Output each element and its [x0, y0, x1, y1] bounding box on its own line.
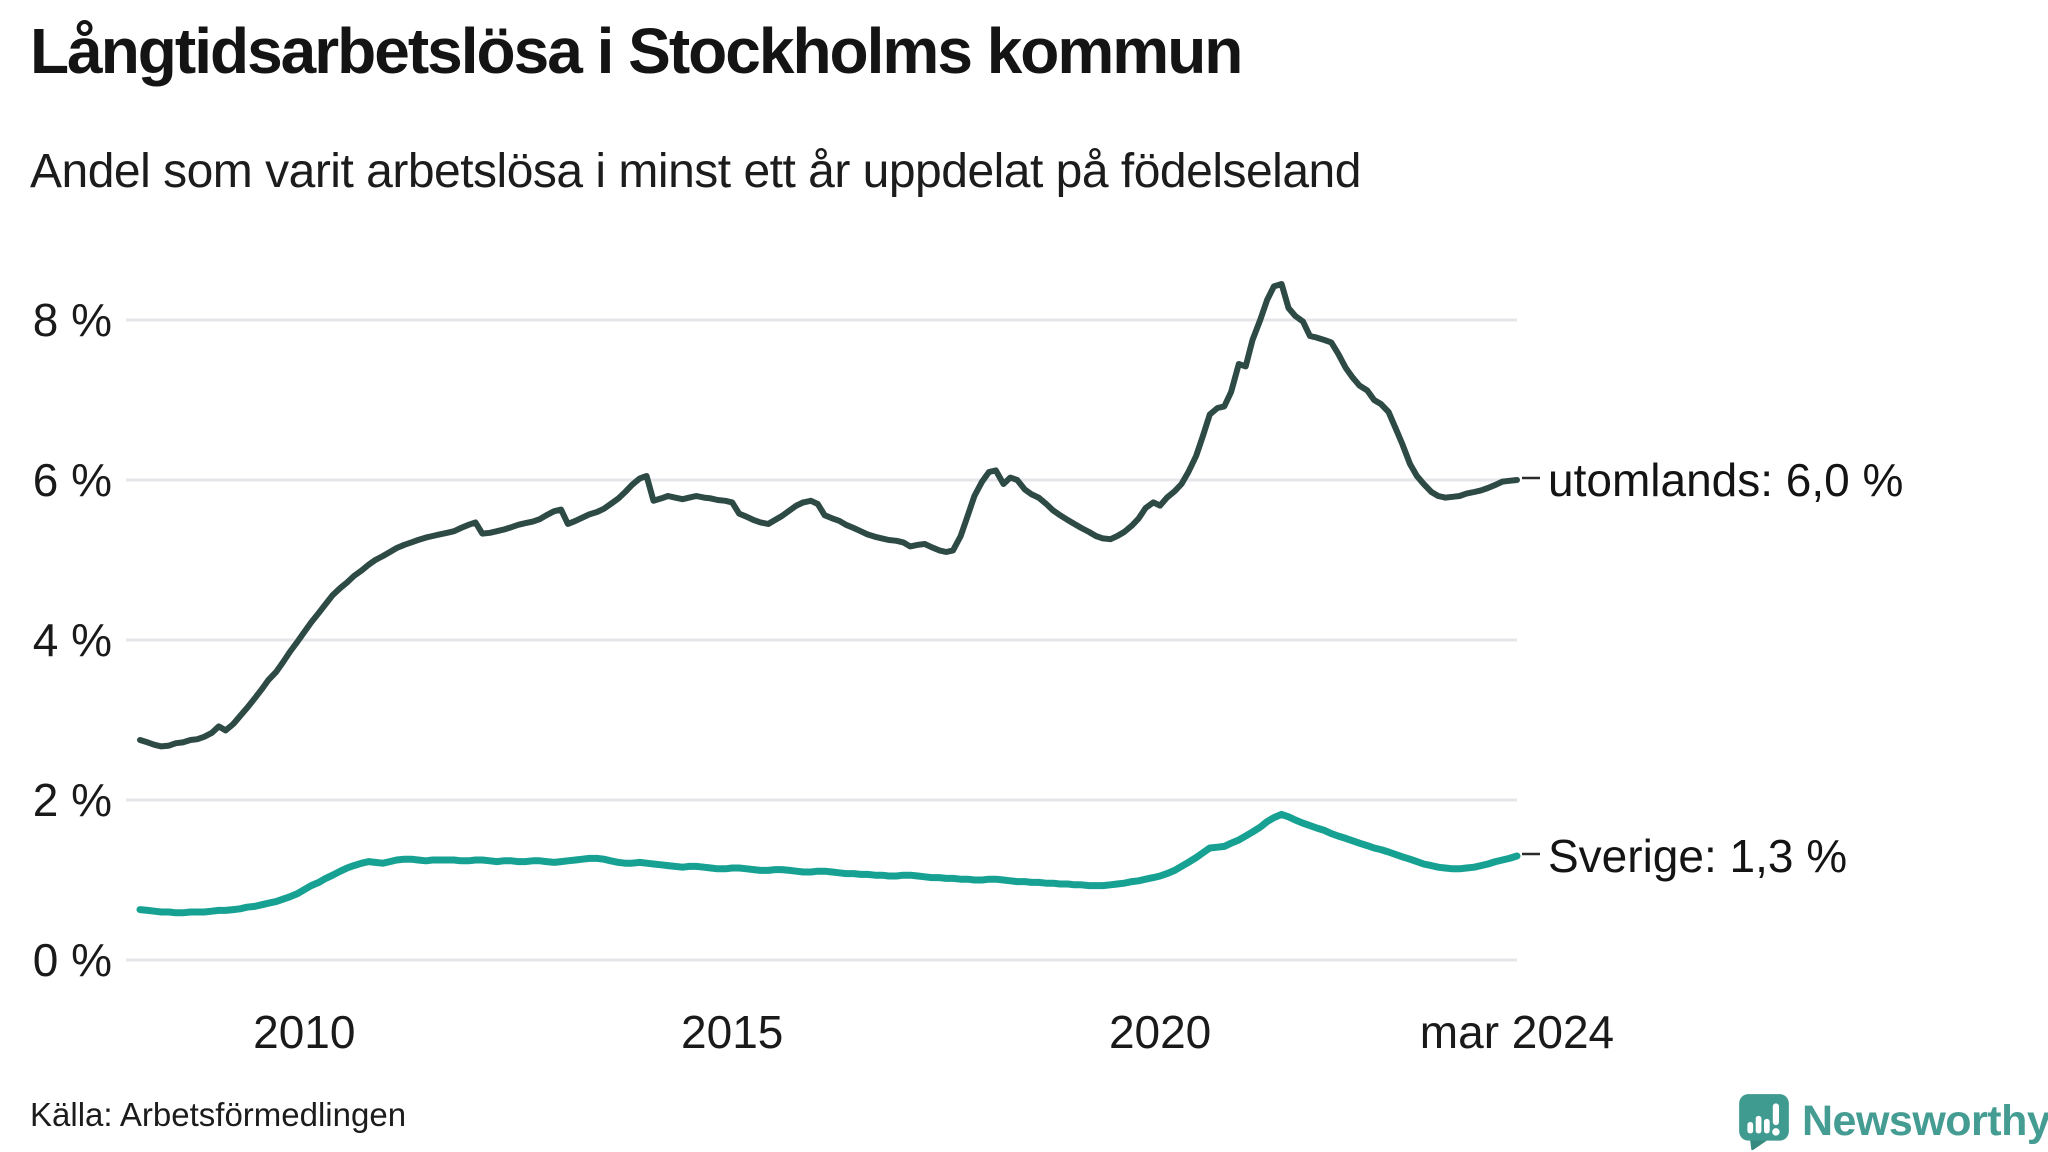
page-subtitle: Andel som varit arbetslösa i minst ett å…: [30, 145, 1361, 198]
page-title: Långtidsarbetslösa i Stockholms kommun: [30, 15, 1243, 87]
y-tick-label: 6 %: [32, 454, 112, 506]
newsworthy-wordmark: Newsworthy: [1802, 1096, 2048, 1145]
speech-bubble-bar-chart-icon: [1739, 1094, 1789, 1150]
newsworthy-logo[interactable]: Newsworthy: [1736, 1092, 2048, 1150]
x-tick-label: 2020: [1108, 1006, 1212, 1058]
source-note: Källa: Arbetsförmedlingen: [30, 1096, 407, 1133]
y-tick-label: 4 %: [32, 614, 112, 666]
series-line-Sverige: [136, 810, 1521, 917]
x-tick-label: 2010: [253, 1006, 356, 1058]
y-tick-label: 2 %: [32, 774, 112, 826]
y-tick-label: 8 %: [32, 294, 112, 346]
x-tick-label: 2015: [681, 1006, 784, 1058]
y-tick-label: 0 %: [32, 934, 112, 986]
series-label-utomlands: utomlands: 6,0 %: [1548, 454, 1904, 506]
x-tick-label: mar 2024: [1419, 1006, 1615, 1058]
series-label-Sverige: Sverige: 1,3 %: [1548, 830, 1848, 882]
series-line-utomlands: [137, 281, 1520, 750]
